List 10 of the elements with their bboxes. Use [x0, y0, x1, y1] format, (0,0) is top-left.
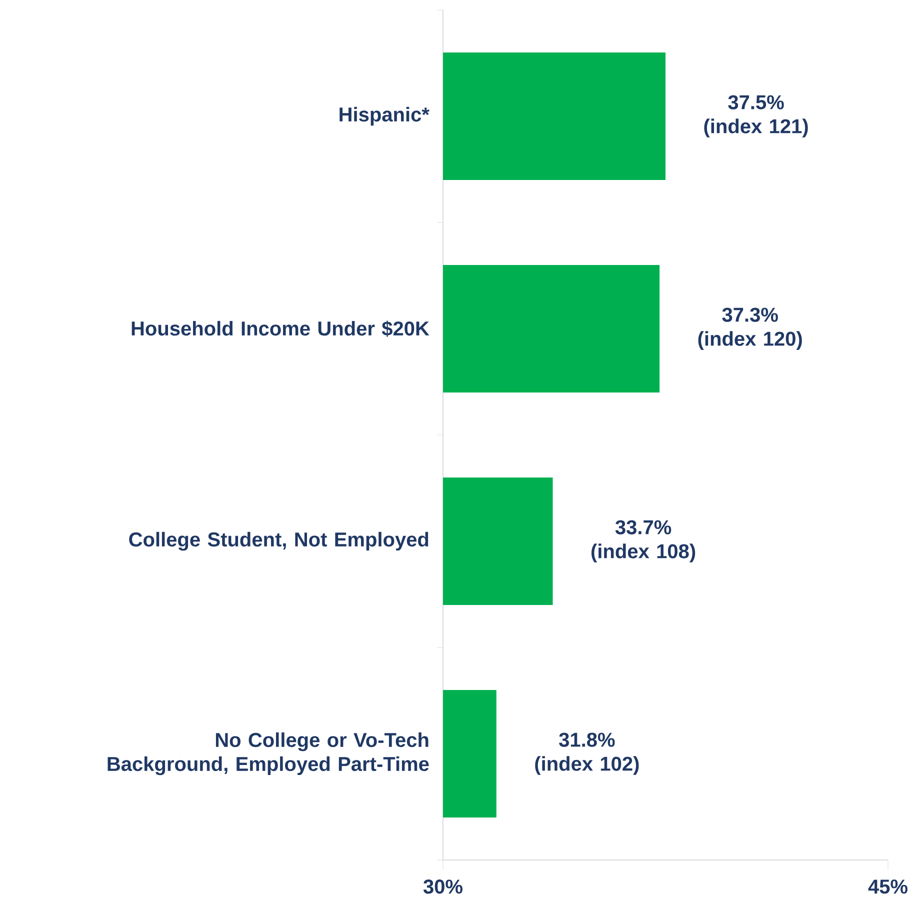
x-tick-label: 30%	[423, 880, 462, 894]
y-tick-label: Household Income Under $20K	[132, 320, 430, 337]
data-label: 31.8% (index 102)	[535, 732, 639, 775]
data-label: 33.7% (index 108)	[592, 520, 696, 562]
y-tick-label: Hispanic*	[340, 106, 430, 126]
data-label: 37.3% (index 120)	[698, 308, 802, 350]
y-tick-label: College Student, Not Employed	[129, 532, 428, 551]
x-tick-label: 45%	[868, 880, 908, 894]
y-tick-label: No College or Vo-Tech Background, Employed Part-Time	[108, 732, 429, 776]
data-label: 37.5% (index 121)	[704, 95, 808, 138]
